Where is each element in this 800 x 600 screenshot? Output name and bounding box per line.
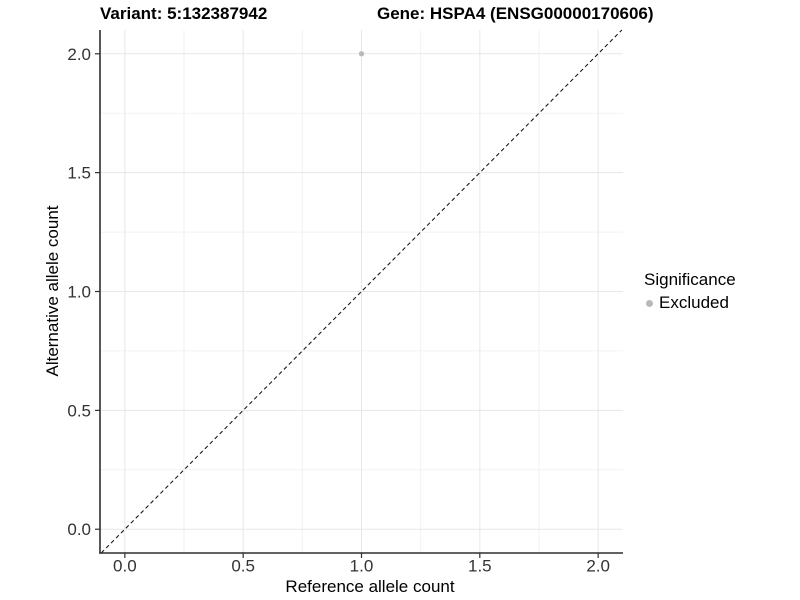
legend-item-label: Excluded [659, 293, 729, 312]
y-tick-label: 1.0 [67, 283, 91, 302]
y-tick-label: 0.0 [67, 520, 91, 539]
x-tick-label: 2.0 [586, 557, 610, 576]
y-tick-label: 1.5 [67, 164, 91, 183]
legend-key-dot-icon [646, 299, 653, 307]
legend-item: Excluded [644, 293, 736, 313]
data-point [358, 51, 365, 57]
legend: Significance Excluded [644, 270, 736, 313]
y-tick-label: 0.5 [67, 401, 91, 420]
legend-title: Significance [644, 270, 736, 289]
x-axis-title: Reference allele count [285, 577, 455, 596]
plot-title-variant: Variant: 5:132387942 [100, 4, 268, 23]
x-tick-label: 1.5 [468, 557, 492, 576]
x-tick-label: 1.0 [350, 557, 374, 576]
plot-title-gene: Gene: HSPA4 (ENSG00000170606) [377, 4, 654, 23]
x-tick-label: 0.5 [231, 557, 255, 576]
y-axis-title: Alternative allele count [43, 205, 62, 377]
identity-line [100, 29, 623, 554]
x-tick-label: 0.0 [113, 557, 137, 576]
y-tick-label: 2.0 [67, 45, 91, 64]
